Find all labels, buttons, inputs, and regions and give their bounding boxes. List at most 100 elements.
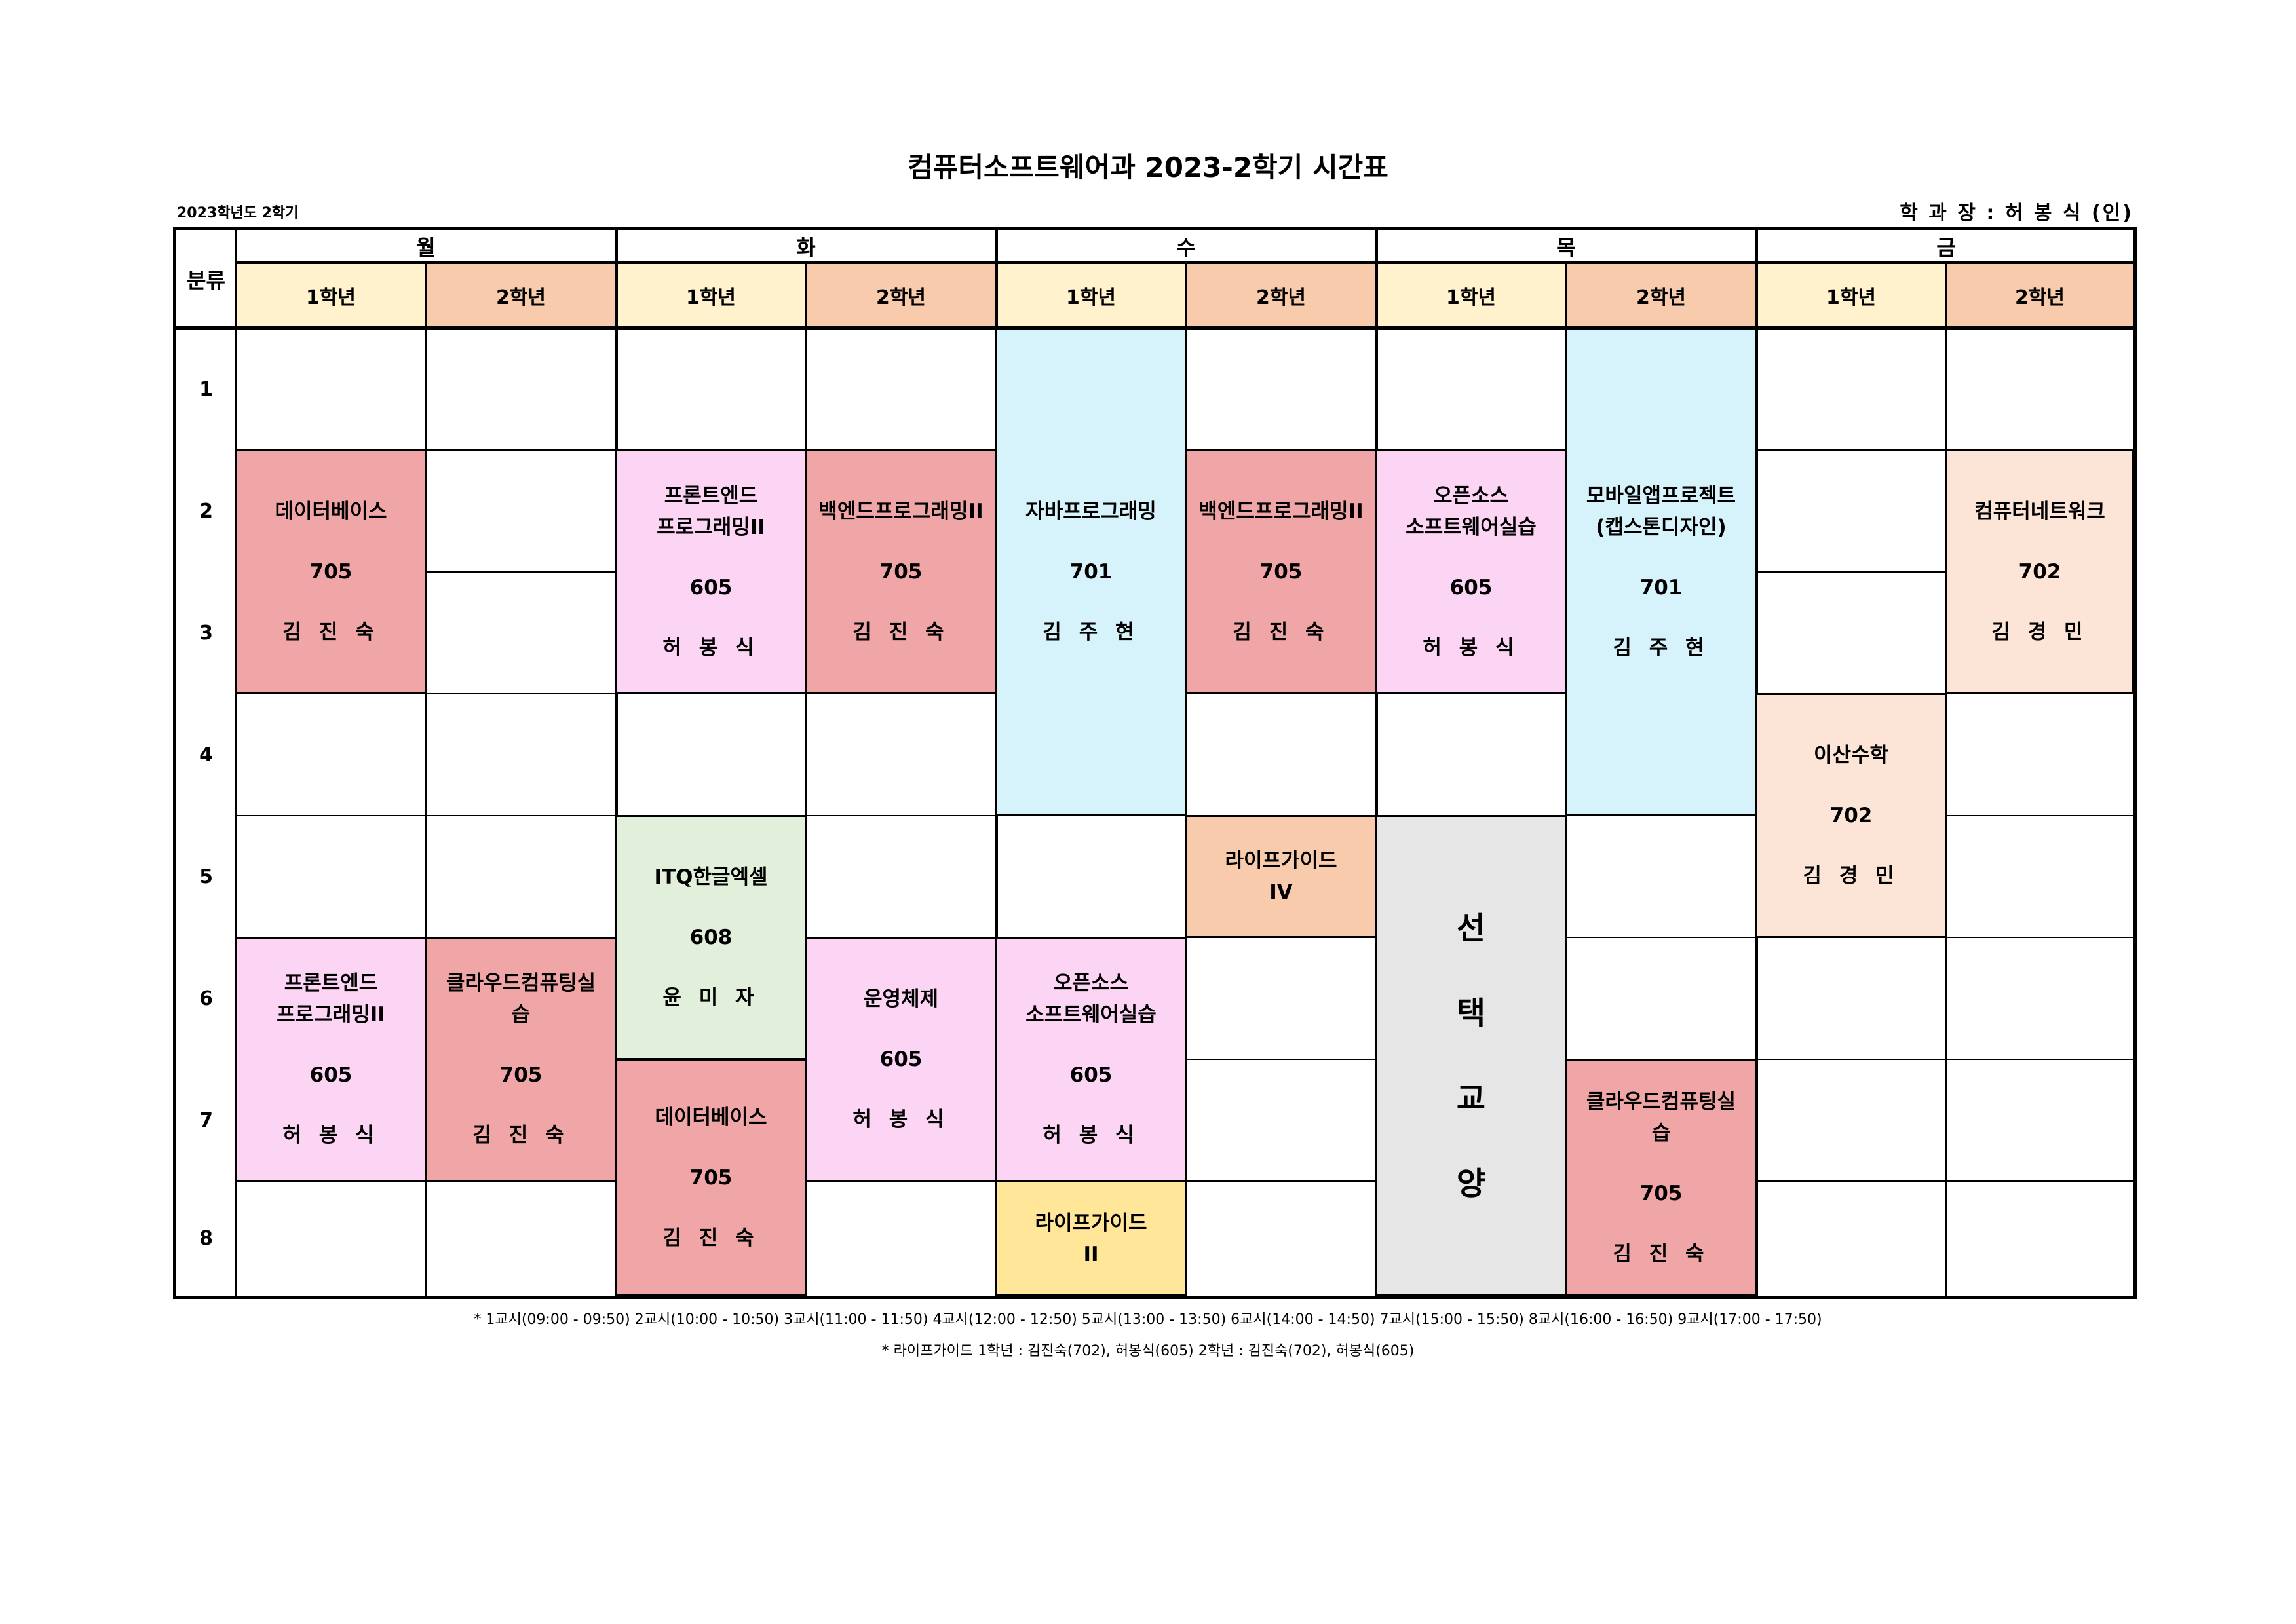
class-room: 701 <box>1069 560 1113 584</box>
class-name: 오픈소스 소프트웨어실습 <box>1406 484 1537 539</box>
class-block: 프론트엔드 프로그래밍II 605 허 봉 식 <box>236 937 426 1181</box>
class-professor: 허 봉 식 <box>282 1124 379 1147</box>
elective-char: 선 <box>1456 909 1486 947</box>
timetable-grid: 분류 월 화 수 목 금 1학년 2학년 1학년 2학년 1학년 2학년 1학년… <box>173 227 2137 1299</box>
class-room: 705 <box>309 560 353 584</box>
class-name: 데이터베이스 <box>275 500 387 523</box>
class-name: 컴퓨터네트워크 <box>1974 500 2105 523</box>
year-header-tue-2: 2학년 <box>806 263 996 328</box>
class-room: 705 <box>879 560 923 584</box>
class-professor: 허 봉 식 <box>662 636 759 660</box>
year-header-mon-1: 1학년 <box>236 263 426 328</box>
class-block: 프론트엔드 프로그래밍II 605 허 봉 식 <box>616 450 806 694</box>
class-name: 백엔드프로그래밍II <box>1198 500 1364 523</box>
class-block: 백엔드프로그래밍II 705 김 진 숙 <box>806 450 996 694</box>
class-room: 605 <box>1069 1063 1113 1087</box>
class-block: 오픈소스 소프트웨어실습 605 허 봉 식 <box>996 937 1186 1181</box>
class-name: 클라우드컴퓨팅실 습 <box>1586 1089 1736 1145</box>
class-block: 라이프가이드 II <box>996 1181 1186 1296</box>
class-name: 프론트엔드 프로그래밍II <box>657 484 765 539</box>
class-name: 라이프가이드 II <box>1035 1211 1147 1266</box>
class-room: 702 <box>2018 560 2061 584</box>
class-professor: 윤 미 자 <box>662 986 759 1010</box>
period-label-3: 3 <box>199 621 213 645</box>
year-header-thu-1: 1학년 <box>1376 263 1566 328</box>
class-room: 605 <box>879 1048 923 1071</box>
class-room: 605 <box>1449 576 1493 599</box>
class-room: 705 <box>1639 1181 1683 1205</box>
class-room: 608 <box>689 926 733 949</box>
class-name: 라이프가이드 IV <box>1225 849 1337 904</box>
period-label-7: 7 <box>199 1108 213 1132</box>
day-header-fri: 금 <box>1936 235 1956 260</box>
period-label-6: 6 <box>199 987 213 1010</box>
period-label-1: 1 <box>199 377 213 401</box>
class-block: 오픈소스 소프트웨어실습 605 허 봉 식 <box>1376 450 1566 694</box>
class-block: 데이터베이스 705 김 진 숙 <box>236 450 426 694</box>
year-header-fri-2: 2학년 <box>1946 263 2133 328</box>
class-name: 운영체제 <box>863 987 939 1011</box>
day-header-thu: 목 <box>1556 235 1576 260</box>
day-header-tue: 화 <box>796 235 816 260</box>
class-professor: 김 진 숙 <box>852 620 949 644</box>
class-professor: 김 주 현 <box>1043 620 1139 644</box>
class-professor: 김 진 숙 <box>472 1124 569 1147</box>
class-block: 자바프로그래밍 701 김 주 현 <box>996 328 1186 816</box>
class-block: 데이터베이스 705 김 진 숙 <box>616 1059 806 1296</box>
class-block: 백엔드프로그래밍II 705 김 진 숙 <box>1186 450 1376 694</box>
year-header-wed-1: 1학년 <box>996 263 1186 328</box>
period-label-8: 8 <box>199 1227 213 1250</box>
class-name: 백엔드프로그래밍II <box>818 500 984 523</box>
class-name: 클라우드컴퓨팅실 습 <box>446 972 596 1027</box>
class-room: 702 <box>1829 804 1873 827</box>
class-block: 클라우드컴퓨팅실 습 705 김 진 숙 <box>426 937 616 1181</box>
year-header-tue-1: 1학년 <box>616 263 806 328</box>
class-name: 이산수학 <box>1813 744 1889 767</box>
class-professor: 김 경 민 <box>1803 864 1900 888</box>
class-professor: 김 진 숙 <box>282 620 379 644</box>
class-professor: 김 진 숙 <box>662 1226 759 1250</box>
year-header-wed-2: 2학년 <box>1186 263 1376 328</box>
elective-char: 양 <box>1456 1165 1486 1202</box>
class-block: ITQ한글엑셀 608 윤 미 자 <box>616 816 806 1059</box>
class-professor: 김 진 숙 <box>1613 1241 1710 1266</box>
semester-label: 2023학년도 2학기 <box>177 205 299 221</box>
class-room: 705 <box>1259 560 1303 584</box>
class-room: 705 <box>689 1165 733 1190</box>
class-block: 라이프가이드 IV <box>1186 816 1376 937</box>
page-title: 컴퓨터소프트웨어과 2023-2학기 시간표 <box>908 151 1388 183</box>
footnote-lifeguide: * 라이프가이드 1학년 : 김진숙(702), 허봉식(605) 2학년 : … <box>881 1343 1415 1359</box>
corner-label: 분류 <box>187 268 225 293</box>
class-block: 모바일앱프로젝트 (캡스톤디자인) 701 김 주 현 <box>1566 328 1756 816</box>
elective-block: 선 택 교 양 <box>1376 816 1566 1296</box>
class-professor: 김 경 민 <box>1991 620 2088 644</box>
class-name: 프론트엔드 프로그래밍II <box>277 972 385 1027</box>
class-block: 클라우드컴퓨팅실 습 705 김 진 숙 <box>1566 1059 1756 1296</box>
approver-label: 학 과 장 : 허 봉 식 (인) <box>1900 202 2133 225</box>
class-professor: 김 주 현 <box>1613 636 1710 660</box>
year-header-fri-1: 1학년 <box>1756 263 1946 328</box>
footnote-times: * 1교시(09:00 - 09:50) 2교시(10:00 - 10:50) … <box>474 1312 1822 1328</box>
day-header-wed: 수 <box>1176 235 1196 260</box>
class-block: 운영체제 605 허 봉 식 <box>806 937 996 1181</box>
class-room: 605 <box>309 1063 353 1087</box>
period-label-4: 4 <box>199 743 213 766</box>
class-name: 데이터베이스 <box>655 1105 767 1129</box>
class-professor: 허 봉 식 <box>852 1108 949 1131</box>
class-name: 자바프로그래밍 <box>1025 500 1157 523</box>
class-room: 705 <box>499 1063 543 1087</box>
class-professor: 김 진 숙 <box>1233 620 1330 644</box>
class-name: ITQ한글엑셀 <box>654 865 768 889</box>
class-name: 오픈소스 소프트웨어실습 <box>1025 972 1157 1027</box>
class-professor: 허 봉 식 <box>1423 636 1520 660</box>
class-block: 이산수학 702 김 경 민 <box>1756 694 1946 937</box>
period-label-2: 2 <box>199 499 213 523</box>
day-header-mon: 월 <box>416 235 436 260</box>
period-label-5: 5 <box>199 865 213 888</box>
elective-char: 택 <box>1456 994 1486 1032</box>
year-header-mon-2: 2학년 <box>426 263 616 328</box>
class-room: 701 <box>1639 576 1683 599</box>
class-professor: 허 봉 식 <box>1043 1124 1139 1147</box>
class-room: 605 <box>689 576 733 599</box>
elective-char: 교 <box>1456 1080 1486 1117</box>
